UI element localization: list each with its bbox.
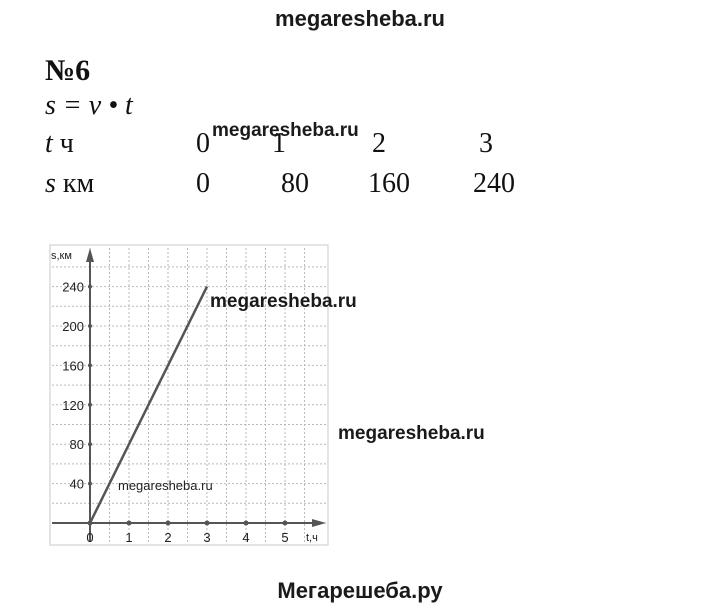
x-tick-label: 3 bbox=[203, 530, 210, 545]
y-tick-label: 240 bbox=[62, 280, 84, 295]
y-tick-label: 200 bbox=[62, 319, 84, 334]
watermark-chart-small: megaresheba.ru bbox=[118, 478, 213, 493]
x-tick-label: 0 bbox=[86, 530, 93, 545]
watermark-chart-2: megaresheba.ru bbox=[338, 423, 485, 444]
y-tick-mark bbox=[88, 324, 92, 328]
table-cell: 0 bbox=[196, 168, 210, 199]
x-tick-label: 5 bbox=[281, 530, 288, 545]
y-tick-mark bbox=[88, 442, 92, 447]
chart-frame bbox=[49, 244, 329, 546]
problem-number: №6 bbox=[45, 54, 91, 87]
chart-ticks: 40 80 120 160 200 240 0 1 2 3 4 5 bbox=[62, 280, 288, 545]
table-cell: 1 bbox=[272, 128, 286, 159]
y-tick-mark bbox=[88, 481, 92, 486]
y-tick-label: 160 bbox=[62, 358, 84, 373]
y-tick-mark bbox=[88, 363, 92, 368]
y-axis-arrow bbox=[86, 248, 94, 262]
y-tick-label: 120 bbox=[62, 398, 84, 413]
y-tick-label: 80 bbox=[70, 437, 84, 452]
watermark-top: megaresheba.ru bbox=[275, 6, 445, 31]
x-axis-arrow bbox=[312, 519, 326, 527]
unit-s: км bbox=[55, 168, 95, 199]
x-axis-label: t,ч bbox=[306, 532, 318, 544]
row-label-s: s км bbox=[45, 168, 94, 200]
formula: s = v • t bbox=[45, 90, 133, 121]
x-axis-point bbox=[204, 520, 210, 526]
series-line bbox=[88, 286, 209, 524]
watermark-chart-1: megaresheba.ru bbox=[210, 291, 357, 312]
x-axis-point bbox=[243, 520, 249, 526]
table-cell: 80 bbox=[281, 168, 309, 199]
x-axis-point bbox=[126, 520, 132, 526]
y-tick-mark bbox=[88, 284, 92, 289]
table-cell: 0 bbox=[196, 128, 210, 159]
x-tick-label: 4 bbox=[242, 530, 249, 545]
var-t: t bbox=[45, 128, 53, 159]
y-tick-mark bbox=[88, 402, 92, 407]
x-tick-label: 2 bbox=[164, 530, 171, 545]
table-cell: 2 bbox=[372, 128, 386, 159]
watermark-table: megaresheba.ru bbox=[212, 120, 359, 141]
chart-axes bbox=[52, 248, 326, 542]
x-axis-point bbox=[282, 520, 288, 526]
x-tick-label: 1 bbox=[125, 530, 132, 545]
unit-t: ч bbox=[52, 128, 74, 159]
row-label-t: t ч bbox=[45, 128, 74, 160]
y-axis-label: s,км bbox=[51, 250, 72, 262]
table-cell: 160 bbox=[368, 168, 410, 199]
chart-series bbox=[88, 286, 209, 524]
watermark-bottom: Мегарешеба.ру bbox=[277, 578, 443, 603]
table-cell: 3 bbox=[479, 128, 493, 159]
var-s: s bbox=[45, 168, 56, 199]
table-cell: 240 bbox=[473, 168, 515, 199]
x-axis-point bbox=[165, 520, 171, 526]
y-tick-label: 40 bbox=[70, 477, 84, 492]
